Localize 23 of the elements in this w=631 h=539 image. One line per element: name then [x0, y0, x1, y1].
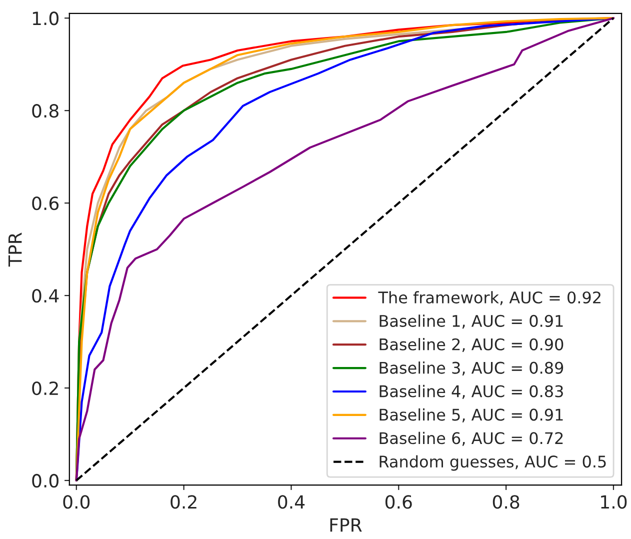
line-series	[75, 17, 615, 482]
x-tick-label: 1.0	[601, 495, 627, 509]
y-tick-label: 0.6	[32, 196, 59, 210]
x-tick-label: 0.8	[492, 495, 520, 509]
y-tick-label: 0.0	[32, 474, 58, 488]
legend-label: Baseline 5, AUC = 0.91	[380, 408, 563, 422]
y-tick-label: 0.4	[32, 288, 59, 303]
legend-label: Baseline 2, AUC = 0.90	[380, 338, 564, 352]
x-tick-label: 0.6	[385, 495, 412, 509]
x-tick-label: 0.4	[278, 495, 305, 509]
y-axis-title: TPR	[8, 232, 22, 267]
legend-label: Baseline 1, AUC = 0.91	[380, 314, 563, 329]
x-axis-title: FPR	[330, 518, 362, 532]
legend-label: Baseline 6, AUC = 0.72	[380, 432, 563, 446]
y-tick-label: 0.2	[32, 381, 58, 396]
y-tick-label: 1.0	[32, 12, 58, 26]
legend-label: Baseline 3, AUC = 0.89	[380, 361, 564, 376]
legend-label: Baseline 4, AUC = 0.83	[380, 384, 563, 399]
legend-label: Random guesses, AUC = 0.5	[380, 455, 606, 471]
y-tick-label: 0.8	[32, 104, 58, 118]
x-tick-label: 0.2	[170, 495, 196, 509]
legend-label: The framework, AUC = 0.92	[378, 291, 600, 306]
x-tick-label: 0.0	[63, 495, 90, 509]
